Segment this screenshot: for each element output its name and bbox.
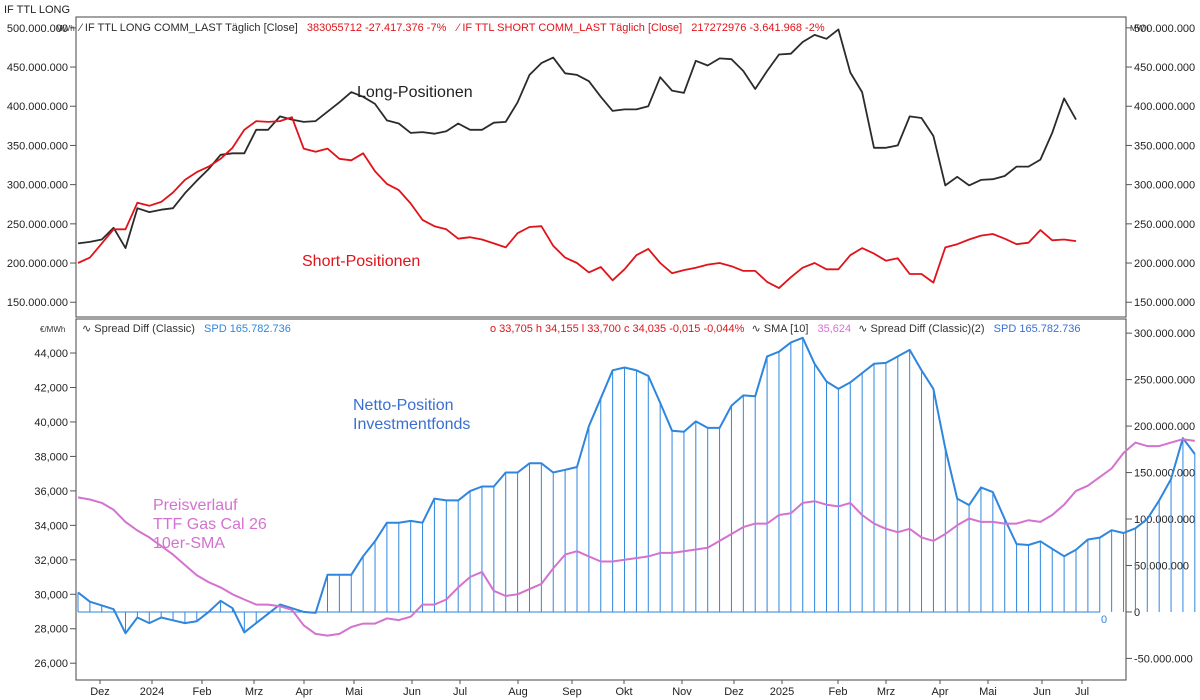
spread-legend-icon: ∿ — [82, 323, 91, 335]
x-tick-label-10: Okt — [615, 686, 632, 698]
window-title: IF TTL LONG — [4, 4, 70, 16]
spread2-legend-label: Spread Diff (Classic)(2) — [870, 323, 984, 335]
top-y-tick-label-right-7: 500.000.000 — [1134, 23, 1195, 35]
x-tick-label-14: Feb — [829, 686, 848, 698]
top-y-tick-label-left-5: 400.000.000 — [7, 101, 68, 113]
x-tick-label-4: Apr — [295, 686, 312, 698]
top-y-tick-label-right-0: 150.000.000 — [1134, 297, 1195, 309]
bottom-y-tick-label-left-8: 42,000 — [34, 382, 68, 394]
x-tick-label-6: Jun — [403, 686, 421, 698]
x-tick-label-13: 2025 — [770, 686, 794, 698]
bottom-y-tick-label-left-4: 34,000 — [34, 520, 68, 532]
sma-legend-label: SMA [10] — [764, 323, 809, 335]
x-tick-label-11: Nov — [672, 686, 692, 698]
x-tick-label-9: Sep — [562, 686, 582, 698]
legend-long-values: 383055712 -27.417.376 -7% — [307, 22, 447, 34]
bottom-y-tick-label-left-7: 40,000 — [34, 417, 68, 429]
top-y-tick-label-left-0: 150.000.000 — [7, 297, 68, 309]
legend-long-label: IF TTL LONG COMM_LAST Täglich [Close] — [85, 22, 298, 34]
sma-legend-icon: ∿ — [752, 323, 761, 335]
bottom-y-tick-label-left-5: 36,000 — [34, 486, 68, 498]
bottom-y-tick-label-left-6: 38,000 — [34, 451, 68, 463]
bottom-y-tick-label-left-9: 44,000 — [34, 348, 68, 360]
annotation-netto-1: Netto-Position — [353, 397, 454, 414]
bottom-y-tick-label-right-2: 50.000.000 — [1134, 560, 1189, 572]
bottom-y-tick-label-right-4: 150.000.000 — [1134, 468, 1195, 480]
x-tick-label-16: Apr — [931, 686, 948, 698]
bottom-y-tick-label-left-3: 32,000 — [34, 555, 68, 567]
bottom-y-tick-label-right-5: 200.000.000 — [1134, 421, 1195, 433]
x-tick-label-1: 2024 — [140, 686, 164, 698]
top-y-axis-right: 150.000.000 200.000.000 250.000.000 300.000… — [1126, 23, 1195, 309]
spread-line — [77, 336, 1196, 635]
top-y-tick-label-left-2: 250.000.000 — [7, 219, 68, 231]
annotation-short: Short-Positionen — [302, 253, 420, 270]
x-axis: Dez 2024 Feb Mrz Apr Mai Jun Jul Aug Sep Okt Nov Dez… — [90, 680, 1089, 698]
x-tick-label-19: Jul — [1075, 686, 1089, 698]
zero-label: 0 — [1101, 614, 1107, 626]
top-panel-frame — [75, 16, 1127, 318]
annotation-preis-1: Preisverlauf — [153, 497, 238, 514]
annotation-netto-2: Investmentfonds — [353, 416, 470, 433]
x-tick-label-3: Mrz — [245, 686, 263, 698]
bottom-y-axis-left: 26,000 28,000 30,000 32,000 34,000 36,000 38,0… — [34, 348, 76, 670]
spread-legend-label: Spread Diff (Classic) — [94, 323, 195, 335]
ohlc-readout: o 33,705 h 34,155 l 33,700 c 34,035 -0,0… — [490, 323, 745, 335]
x-tick-label-12: Dez — [724, 686, 744, 698]
annotation-long: Long-Positionen — [357, 84, 473, 101]
x-tick-label-17: Mai — [979, 686, 997, 698]
top-y-tick-label-right-5: 400.000.000 — [1134, 101, 1195, 113]
bottom-y-tick-label-left-0: 26,000 — [34, 658, 68, 670]
x-tick-label-7: Jul — [453, 686, 467, 698]
top-y-tick-label-right-4: 350.000.000 — [1134, 140, 1195, 152]
legend-short-values: 217272976 -3.641.968 -2% — [691, 22, 825, 34]
top-y-tick-label-left-6: 450.000.000 — [7, 62, 68, 74]
top-y-tick-label-right-3: 300.000.000 — [1134, 180, 1195, 192]
bottom-y-tick-label-left-2: 30,000 — [34, 589, 68, 601]
x-tick-label-0: Dez — [90, 686, 110, 698]
top-y-tick-label-right-6: 450.000.000 — [1134, 62, 1195, 74]
bottom-y-tick-label-right-6: 250.000.000 — [1134, 375, 1195, 387]
spread2-legend-value: SPD 165.782.736 — [994, 323, 1081, 335]
legend-short-label: IF TTL SHORT COMM_LAST Täglich [Close] — [462, 22, 682, 34]
top-y-tick-label-right-1: 200.000.000 — [1134, 258, 1195, 270]
top-unit-left: MWh — [56, 24, 75, 33]
sma-legend-value: 35,624 — [817, 323, 851, 335]
bottom-legend-left: ∿ Spread Diff (Classic) SPD 165.782.736 — [82, 323, 291, 335]
series-lines — [77, 28, 1196, 637]
top-y-tick-label-left-1: 200.000.000 — [7, 258, 68, 270]
legend-long-icon: ⁄ — [77, 22, 84, 34]
spread-legend-value: SPD 165.782.736 — [204, 323, 291, 335]
x-tick-label-18: Jun — [1033, 686, 1051, 698]
bottom-legend-mid: o 33,705 h 34,155 l 33,700 c 34,035 -0,0… — [490, 323, 1081, 335]
long-line — [77, 28, 1077, 250]
spread-bars — [77, 337, 1196, 634]
x-tick-label-2: Feb — [193, 686, 212, 698]
top-y-axis-left: 150.000.000 200.000.000 250.000.000 300.000… — [7, 23, 76, 309]
top-legend: ⁄ IF TTL LONG COMM_LAST Täglich [Close] … — [77, 22, 825, 34]
top-y-tick-label-right-2: 250.000.000 — [1134, 219, 1195, 231]
top-y-tick-label-left-4: 350.000.000 — [7, 140, 68, 152]
annotation-preis-3: 10er-SMA — [153, 535, 225, 552]
x-tick-label-5: Mai — [345, 686, 363, 698]
bottom-y-tick-label-right-3: 100.000.000 — [1134, 514, 1195, 526]
short-line — [77, 116, 1077, 290]
top-unit-right: MWh — [1130, 24, 1149, 33]
spread2-legend-icon: ∿ — [858, 323, 867, 335]
bottom-y-tick-label-right-7: 300.000.000 — [1134, 328, 1195, 340]
x-tick-label-15: Mrz — [877, 686, 895, 698]
x-tick-label-8: Aug — [508, 686, 528, 698]
bottom-unit-left: €/MWh — [40, 325, 65, 334]
sma-line — [77, 438, 1195, 637]
top-y-tick-label-left-7: 500.000.000 — [7, 23, 68, 35]
annotation-preis-2: TTF Gas Cal 26 — [153, 516, 267, 533]
bottom-y-tick-label-left-1: 28,000 — [34, 624, 68, 636]
bottom-y-tick-label-right-1: 0 — [1134, 607, 1140, 619]
bottom-y-tick-label-right-0: -50.000.000 — [1134, 653, 1193, 665]
top-y-tick-label-left-3: 300.000.000 — [7, 180, 68, 192]
legend-short-icon: ⁄ — [454, 22, 461, 34]
